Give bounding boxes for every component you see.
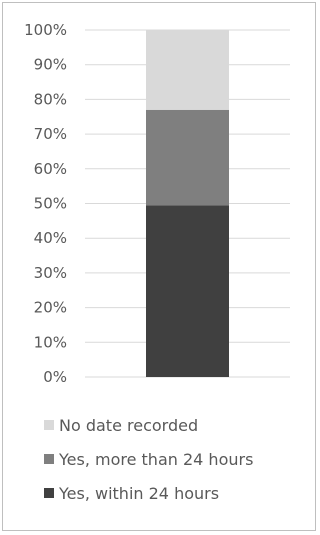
bar-segment-yes-within-24-hours [146,205,229,377]
y-tick-label: 0% [43,368,67,386]
legend-item-within-24h: Yes, within 24 hours [44,476,314,510]
legend-label-more-than-24h: Yes, more than 24 hours [59,449,254,469]
legend-swatch-more-than-24h [44,454,54,464]
legend-label-no-date: No date recorded [59,415,199,435]
bar-segment-no-date-recorded [146,30,229,110]
legend-swatch-no-date [44,420,54,430]
y-tick-label: 70% [34,125,67,143]
y-tick-label: 20% [34,299,67,317]
legend-item-more-than-24h: Yes, more than 24 hours [44,442,314,476]
y-tick-label: 90% [34,56,67,74]
bar-segment-yes-more-than-24-hours [146,109,229,206]
y-tick-label: 80% [34,90,67,108]
legend-item-no-date: No date recorded [44,408,314,442]
y-tick-label: 50% [34,195,67,213]
y-tick-label: 60% [34,160,67,178]
legend-swatch-within-24h [44,488,54,498]
y-tick-label: 30% [34,264,67,282]
y-tick-label: 100% [24,21,67,39]
legend: No date recorded Yes, more than 24 hours… [44,408,314,510]
y-tick-label: 40% [34,229,67,247]
y-tick-label: 10% [34,333,67,351]
legend-label-within-24h: Yes, within 24 hours [59,483,220,503]
